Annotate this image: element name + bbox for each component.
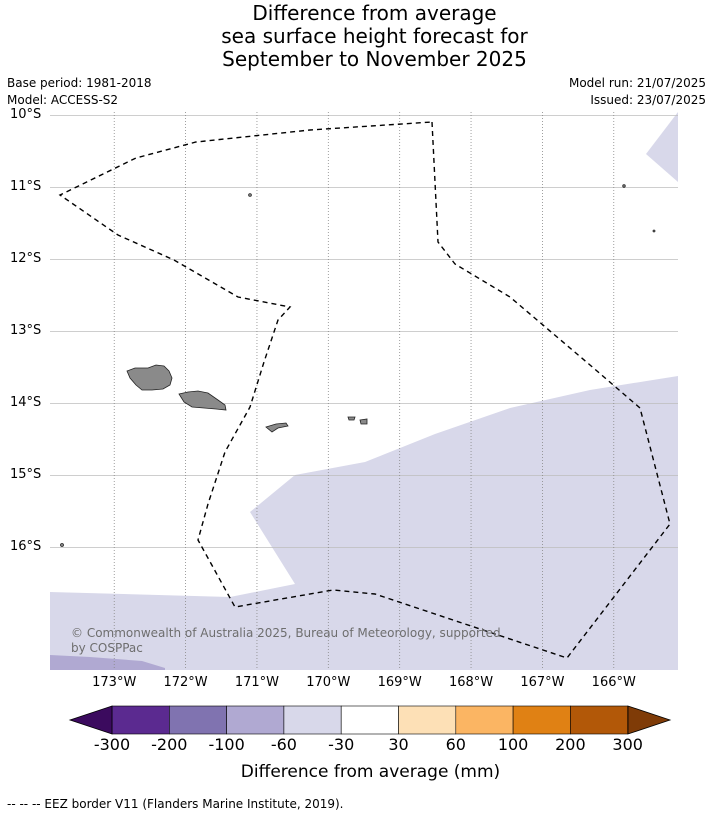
colorbar-bin [398, 705, 457, 735]
colorbar-tick-label: 100 [497, 735, 529, 754]
colorbar-bin [455, 705, 514, 735]
island-savaii [126, 364, 173, 391]
gridlines [50, 112, 678, 670]
small-islets [60, 184, 656, 547]
land-samoa [126, 364, 227, 411]
colorbar-tick-label: -30 [328, 735, 355, 754]
title-line-1: Difference from average [252, 1, 497, 25]
copyright-text: © Commonwealth of Australia 2025, Bureau… [71, 626, 501, 655]
latitude-label: 10°S [10, 106, 42, 122]
colorbar-over-triangle [627, 705, 672, 735]
colorbar-under-triangle [68, 705, 113, 735]
colorbar-title: Difference from average (mm) [240, 762, 501, 782]
island-tau [359, 418, 368, 425]
longitude-label: 170°W [306, 675, 351, 690]
islet-4 [60, 543, 64, 547]
anomaly-region-east [50, 376, 678, 670]
anomaly-region-southwest [50, 655, 165, 670]
latitude-label: 13°S [10, 322, 42, 338]
longitude-label: 166°W [591, 675, 636, 690]
colorbar-bin [169, 705, 227, 735]
longitude-label: 168°W [448, 675, 494, 690]
anomaly-region-northeast [646, 112, 678, 182]
colorbar-bin [570, 705, 628, 735]
colorbar-bin [283, 705, 342, 735]
longitude-label: 171°W [234, 675, 280, 690]
islet-2 [622, 184, 626, 188]
land-american-samoa [265, 416, 368, 433]
issued-text: Issued: 23/07/2025 [590, 93, 706, 107]
island-ofu [347, 416, 356, 421]
colorbar-bin [111, 705, 170, 735]
eez-border [58, 121, 671, 659]
colorbar-tick-label: 200 [555, 735, 586, 754]
latitude-label: 12°S [10, 250, 42, 266]
title-line-3: September to November 2025 [222, 47, 527, 71]
colorbar-bin [226, 705, 285, 735]
latitude-label: 14°S [10, 394, 42, 410]
colorbar-tick-label: -60 [270, 735, 297, 754]
island-tutuila [265, 422, 289, 433]
longitude-label: 167°W [520, 675, 565, 690]
colorbar-tick-label: -100 [208, 735, 245, 754]
meta-left: Base period: 1981-2018 Model: ACCESS-S2 [7, 75, 152, 109]
meta-right: Model run: 21/07/2025 Issued: 23/07/2025 [569, 75, 706, 109]
colorbar-bins [111, 705, 628, 735]
colorbar-tick-label: 300 [612, 735, 643, 754]
islet-3 [652, 229, 656, 233]
colorbar-bin [512, 705, 571, 735]
sea-height-map [50, 112, 678, 670]
latitude-label: 11°S [10, 178, 42, 194]
colorbar-tick-label: -200 [151, 735, 188, 754]
eez-footnote: -- -- -- EEZ border V11 (Flanders Marine… [7, 797, 344, 811]
colorbar-tick-label: -300 [93, 735, 131, 754]
longitude-label: 172°W [163, 675, 208, 690]
chart-title: Difference from average sea surface heig… [0, 2, 713, 71]
colorbar [68, 705, 672, 735]
base-period-text: Base period: 1981-2018 [7, 76, 152, 90]
latitude-label: 16°S [10, 538, 42, 554]
colorbar-tick-label: 60 [445, 735, 466, 754]
model-run-text: Model run: 21/07/2025 [568, 76, 706, 90]
longitude-label: 173°W [92, 675, 137, 690]
islet-1 [248, 193, 252, 197]
title-line-2: sea surface height forecast for [221, 24, 528, 48]
colorbar-tick-label: 30 [388, 735, 409, 754]
island-upolu [178, 390, 227, 411]
longitude-label: 169°W [377, 675, 422, 690]
colorbar-bin [340, 705, 399, 735]
latitude-label: 15°S [10, 466, 42, 482]
model-text: Model: ACCESS-S2 [7, 93, 119, 107]
